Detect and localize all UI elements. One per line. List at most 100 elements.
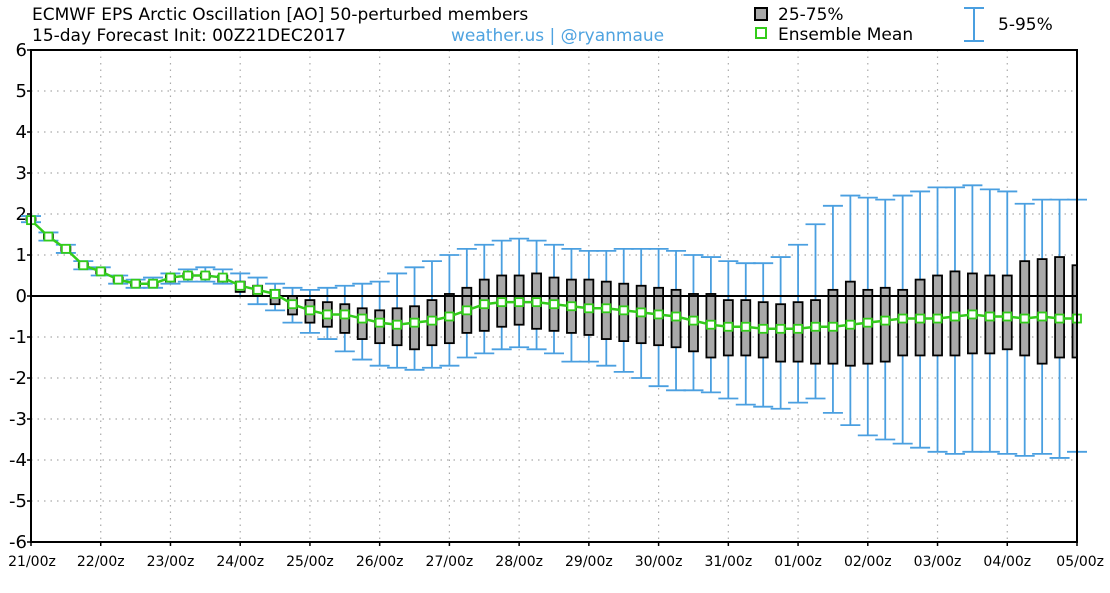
x-tick-label: 27/00z (426, 554, 474, 570)
mean-point (531, 297, 542, 308)
mean-point (653, 309, 664, 320)
mean-point (723, 321, 734, 332)
mean-point (601, 303, 612, 314)
mean-point (113, 274, 124, 285)
mean-point (182, 270, 193, 281)
x-axis-ticks: 21/00z 22/00z 23/00z 24/00z 25/00z 26/00z 27/0… (8, 542, 1104, 570)
mean-point (758, 323, 769, 334)
mean-point (740, 321, 751, 332)
mean-point (217, 272, 228, 283)
mean-point (810, 321, 821, 332)
y-tick-label: -1 (9, 327, 27, 348)
mean-point (374, 317, 385, 328)
x-tick-label: 22/00z (77, 554, 125, 570)
box (1019, 260, 1031, 357)
y-tick-label: 3 (16, 163, 27, 184)
mean-point (984, 311, 995, 322)
x-tick-label: 25/00z (286, 554, 334, 570)
mean-point (339, 309, 350, 320)
x-tick-label: 24/00z (216, 554, 264, 570)
x-tick-label: 05/00z (1056, 554, 1104, 570)
mean-point (967, 309, 978, 320)
mean-point (78, 260, 89, 271)
mean-point (130, 278, 141, 289)
box (1054, 256, 1065, 359)
legend-whisker-swatch (964, 7, 984, 42)
y-tick-label: -4 (9, 450, 27, 471)
mean-point (636, 307, 647, 318)
mean-point (618, 305, 629, 316)
mean-point (43, 231, 54, 242)
mean-point (897, 313, 908, 324)
mean-point (444, 311, 455, 322)
box (1036, 258, 1048, 365)
y-tick-label: -3 (9, 409, 27, 430)
x-tick-label: 04/00z (983, 554, 1031, 570)
x-tick-label: 29/00z (565, 554, 613, 570)
mean-point (862, 317, 873, 328)
mean-point (287, 299, 298, 310)
mean-point (583, 303, 594, 314)
mean-point (95, 266, 106, 277)
mean-point (235, 280, 246, 291)
y-tick-label: -2 (9, 368, 27, 389)
mean-point (200, 270, 211, 281)
y-tick-label: -5 (9, 491, 27, 512)
mean-point (165, 272, 176, 283)
x-tick-label: 30/00z (635, 554, 683, 570)
box (356, 307, 368, 340)
legend-box-label: 25-75% (778, 5, 844, 25)
mean-point (671, 311, 681, 322)
mean-point (409, 317, 420, 328)
box (810, 299, 821, 365)
mean-point (1054, 313, 1065, 324)
x-tick-label: 21/00z (8, 554, 56, 570)
mean-point (845, 319, 856, 330)
legend-whisker-label: 5-95% (998, 15, 1053, 35)
box (409, 305, 420, 351)
mean-point (496, 297, 507, 308)
mean-point (915, 313, 925, 324)
mean-point (880, 315, 891, 326)
mean-point (1019, 313, 1030, 324)
mean-point (549, 299, 559, 310)
mean-point (479, 299, 490, 310)
y-tick-label: 0 (16, 286, 27, 307)
chart-title: ECMWF EPS Arctic Oscillation [AO] 50-per… (32, 5, 528, 25)
mean-point (270, 289, 280, 299)
plot-frame (30, 49, 1078, 543)
mean-point (461, 305, 472, 316)
legend-box-swatch (754, 7, 768, 21)
mean-point (566, 301, 577, 312)
mean-point (932, 313, 943, 324)
mean-point (828, 321, 838, 332)
mean-point (514, 297, 525, 308)
mean-point (148, 278, 158, 289)
mean-point (688, 315, 699, 326)
x-tick-label: 28/00z (495, 554, 543, 570)
mean-point (305, 305, 315, 316)
ensemble-mean (26, 215, 1082, 334)
y-tick-label: 5 (16, 81, 27, 102)
y-tick-label: 4 (16, 122, 27, 143)
chart-subtitle: 15-day Forecast Init: 00Z21DEC2017 (32, 26, 346, 46)
y-tick-label: 6 (16, 40, 27, 61)
mean-point (252, 284, 263, 295)
legend-mean-label: Ensemble Mean (778, 25, 913, 45)
x-tick-label: 31/00z (704, 554, 752, 570)
mean-point (392, 319, 403, 330)
y-axis-ticks: 6 5 4 3 2 1 0 -1 -2 -3 -4 -5 -6 (9, 40, 31, 553)
mean-point (950, 311, 960, 322)
mean-point (793, 323, 803, 334)
y-tick-label: 1 (16, 245, 27, 266)
y-tick-label: -6 (9, 532, 27, 553)
mean-point (1002, 311, 1013, 322)
mean-point (1037, 311, 1048, 322)
mean-point (706, 319, 716, 330)
mean-point (775, 323, 786, 334)
legend-mean-swatch (755, 27, 767, 39)
y-tick-label: 2 (16, 204, 27, 225)
mean-point (427, 315, 437, 326)
x-tick-label: 26/00z (356, 554, 404, 570)
